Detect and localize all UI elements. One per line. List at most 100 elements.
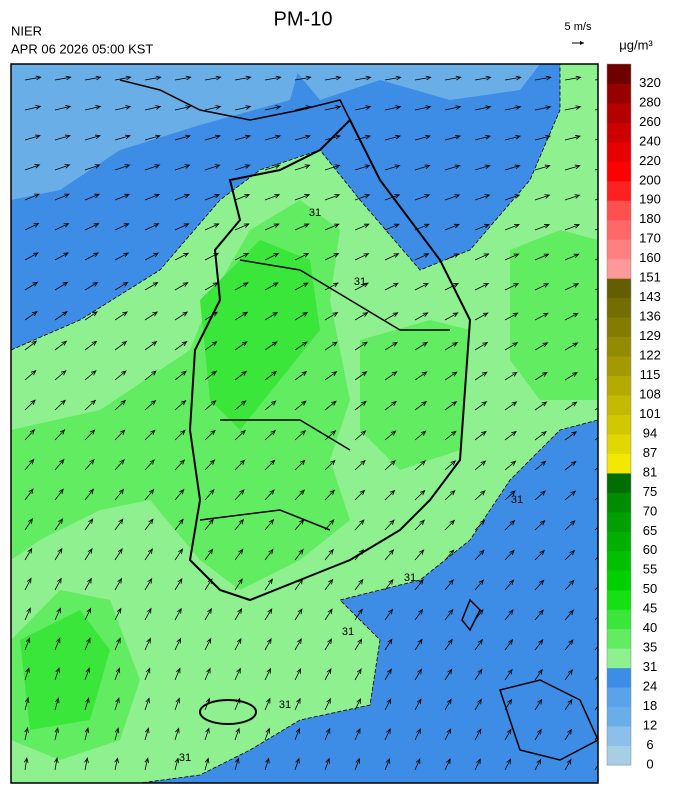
wind-arrow bbox=[204, 697, 211, 711]
wind-arrow bbox=[204, 429, 216, 441]
wind-arrow bbox=[234, 578, 243, 591]
wind-arrow bbox=[594, 437, 598, 441]
wind-arrow bbox=[594, 496, 598, 501]
wind-arrow bbox=[234, 727, 240, 741]
colorbar-label: 35 bbox=[643, 640, 657, 655]
wind-arrow bbox=[24, 667, 30, 681]
wind-arrow bbox=[324, 519, 335, 531]
wind-arrow bbox=[114, 399, 127, 411]
colorbar-segment bbox=[607, 278, 631, 299]
wind-arrow bbox=[24, 75, 42, 81]
wind-arrow bbox=[324, 223, 340, 231]
map bbox=[11, 64, 598, 783]
wind-arrow bbox=[444, 549, 455, 561]
wind-arrow bbox=[564, 669, 574, 681]
colorbar-segment bbox=[607, 122, 631, 143]
wind-arrow bbox=[414, 223, 430, 231]
wind-arrow bbox=[54, 697, 60, 711]
wind-arrow bbox=[534, 371, 548, 381]
wind-arrow bbox=[474, 401, 488, 411]
wind-arrow bbox=[144, 252, 160, 261]
wind-arrow bbox=[24, 164, 41, 171]
wind-arrow bbox=[24, 399, 36, 411]
wind-arrow bbox=[264, 105, 282, 111]
wind-arrow bbox=[354, 282, 369, 291]
wind-arrow bbox=[324, 75, 342, 81]
wind-arrow bbox=[354, 400, 367, 411]
wind-arrow bbox=[24, 607, 31, 621]
wind-arrow bbox=[534, 135, 552, 141]
wind-arrow bbox=[474, 312, 489, 321]
colorbar-segment bbox=[607, 375, 631, 396]
wind-arrow bbox=[264, 429, 277, 441]
wind-arrow bbox=[84, 757, 89, 771]
wind-arrow bbox=[114, 75, 132, 81]
wind-arrow bbox=[264, 667, 271, 681]
wind-arrow bbox=[534, 105, 552, 111]
wind-arrow bbox=[264, 518, 275, 531]
wind-arrow bbox=[114, 458, 125, 471]
wind-arrow bbox=[324, 400, 337, 411]
wind-arrow bbox=[174, 105, 192, 111]
wind-arrow bbox=[384, 519, 395, 531]
colorbar-segment bbox=[607, 472, 631, 493]
wind-arrow bbox=[204, 164, 221, 171]
wind-arrow bbox=[384, 638, 393, 651]
wind-arrow bbox=[234, 667, 241, 681]
wind-arrow bbox=[504, 579, 515, 591]
wind-arrow bbox=[234, 311, 249, 321]
wind-arrow bbox=[384, 668, 392, 681]
wind-arrow bbox=[54, 164, 71, 171]
wind-arrow bbox=[54, 727, 60, 741]
wind-arrow bbox=[444, 253, 460, 261]
wind-arrow bbox=[84, 105, 102, 111]
wind-arrow bbox=[204, 518, 214, 531]
wind-arrow bbox=[264, 75, 282, 81]
wind-arrow bbox=[24, 547, 33, 561]
wind-scale-label: 5 m/s bbox=[565, 21, 592, 33]
wind-arrow bbox=[54, 252, 70, 261]
colorbar-label: 136 bbox=[639, 309, 661, 324]
wind-arrow bbox=[144, 667, 151, 681]
wind-arrow bbox=[174, 164, 191, 171]
wind-arrow bbox=[234, 370, 248, 381]
wind-arrow bbox=[234, 489, 245, 501]
wind-arrow bbox=[144, 518, 154, 531]
wind-arrow bbox=[144, 757, 150, 771]
wind-arrow bbox=[174, 400, 187, 411]
wind-arrow bbox=[294, 311, 309, 321]
colorbar-label: 320 bbox=[639, 75, 661, 90]
wind-arrow bbox=[504, 401, 518, 411]
wind-arrow bbox=[384, 105, 402, 111]
wind-arrow bbox=[294, 164, 311, 171]
wind-arrow bbox=[84, 370, 97, 381]
colorbar-label: 18 bbox=[643, 698, 657, 713]
wind-arrow bbox=[564, 371, 578, 381]
colorbar-label: 12 bbox=[643, 717, 657, 732]
wind-arrow bbox=[144, 311, 159, 321]
wind-arrow bbox=[384, 608, 394, 621]
wind-arrow bbox=[264, 194, 281, 201]
wind-arrow bbox=[294, 341, 308, 351]
wind-arrow bbox=[174, 757, 180, 771]
wind-arrow bbox=[564, 609, 575, 621]
wind-arrow bbox=[474, 638, 483, 651]
wind-arrow bbox=[54, 340, 68, 351]
wind-arrow bbox=[84, 311, 98, 321]
wind-arrow bbox=[564, 431, 578, 441]
colorbar-segment bbox=[607, 648, 631, 669]
colorbar-label: 180 bbox=[639, 211, 661, 226]
wind-arrow bbox=[564, 698, 573, 711]
wind-arrow bbox=[534, 728, 542, 741]
wind-arrow bbox=[444, 668, 453, 681]
wind-arrow bbox=[534, 342, 549, 351]
wind-arrow bbox=[414, 578, 424, 591]
wind-arrow bbox=[474, 134, 492, 141]
contour-label: 31 bbox=[279, 699, 291, 711]
wind-arrow bbox=[144, 607, 152, 621]
wind-arrow bbox=[24, 134, 41, 141]
wind-arrow bbox=[354, 727, 361, 741]
wind-arrow bbox=[294, 400, 307, 411]
wind-arrow bbox=[294, 548, 304, 561]
